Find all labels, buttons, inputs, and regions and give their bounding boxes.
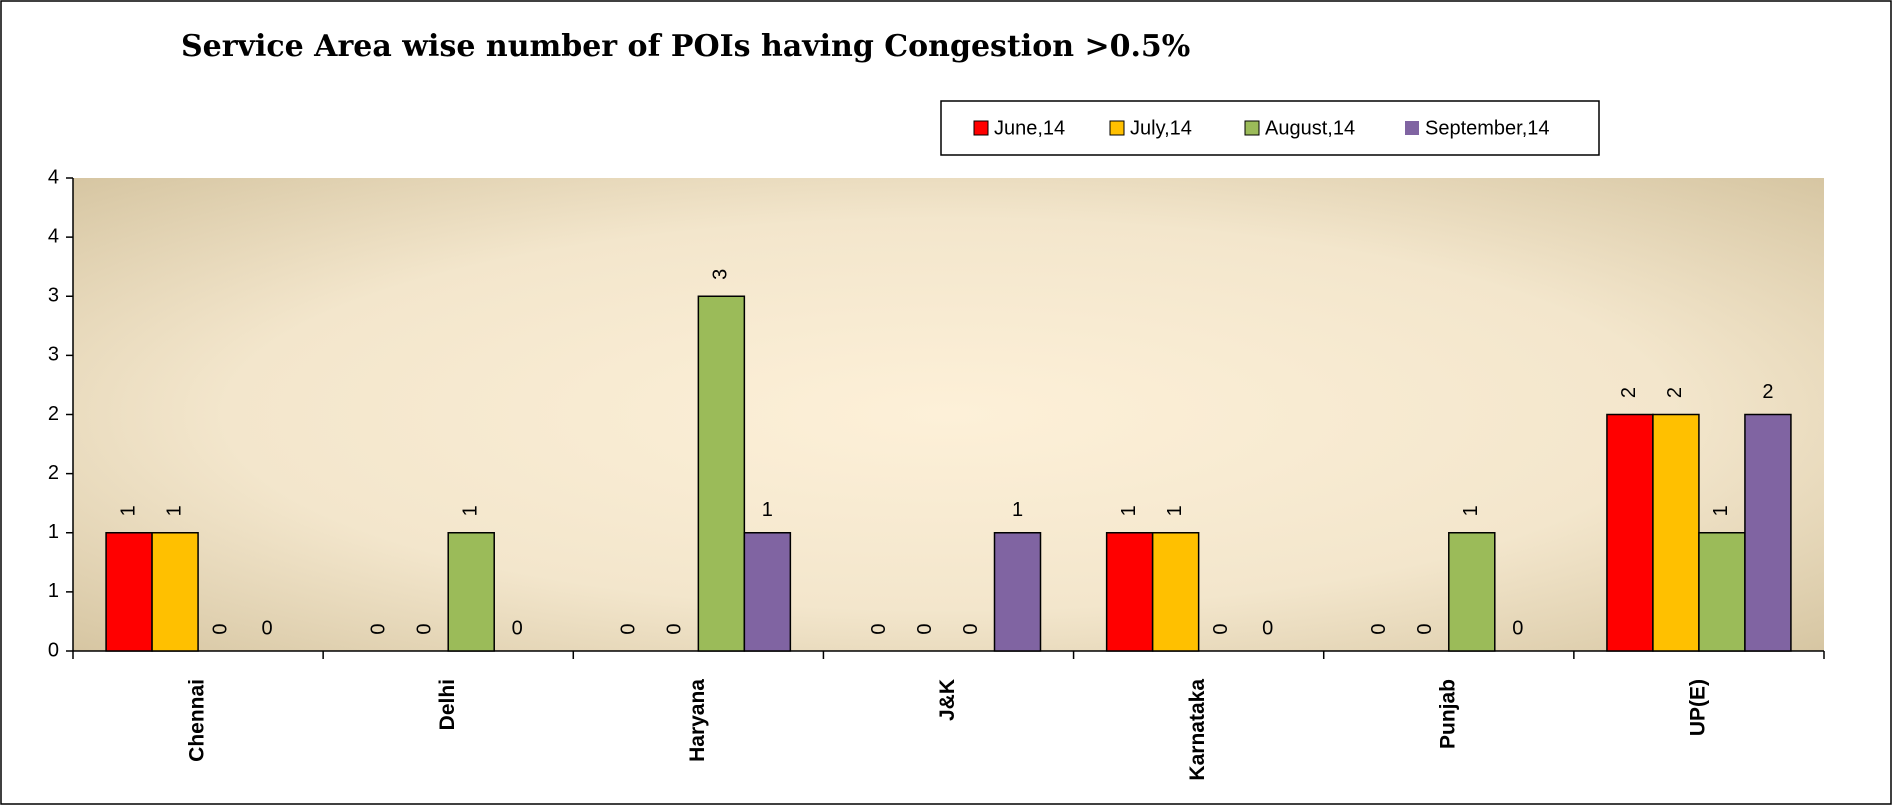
legend-label: June,14	[994, 117, 1065, 139]
x-tick-label: Karnataka	[1186, 679, 1209, 781]
data-label: 1	[1710, 505, 1732, 516]
data-label: 0	[868, 623, 890, 634]
data-label: 0	[512, 617, 523, 639]
x-tick-label: Chennai	[186, 679, 209, 762]
data-label: 0	[914, 623, 936, 634]
data-label: 0	[618, 623, 640, 634]
legend-label: September,14	[1425, 117, 1550, 139]
bar	[1448, 532, 1496, 652]
data-label: 1	[163, 505, 185, 516]
data-label: 1	[762, 499, 773, 521]
y-tick-label: 2	[48, 403, 59, 425]
y-tick-label: 4	[48, 225, 59, 247]
data-label: 2	[1762, 381, 1773, 403]
bar	[1698, 532, 1746, 652]
legend-swatch	[1244, 120, 1260, 136]
bar	[697, 295, 746, 652]
data-label: 1	[1164, 505, 1186, 516]
bar	[105, 532, 153, 652]
data-label: 0	[960, 623, 982, 634]
data-label: 0	[209, 623, 231, 634]
data-label: 2	[1618, 387, 1640, 398]
x-tick-label: UP(E)	[1686, 679, 1709, 736]
data-label: 2	[1664, 387, 1686, 398]
data-label: 0	[1512, 617, 1523, 639]
data-label: 0	[664, 623, 686, 634]
y-tick-label: 0	[48, 639, 59, 661]
legend-swatch	[1405, 121, 1419, 135]
data-label: 0	[413, 623, 435, 634]
legend-label: August,14	[1265, 117, 1355, 139]
x-tick-label: Haryana	[686, 679, 709, 762]
data-label: 1	[1460, 505, 1482, 516]
y-tick-label: 3	[48, 285, 59, 307]
data-label: 0	[367, 623, 389, 634]
data-label: 0	[262, 617, 273, 639]
legend-label: July,14	[1130, 117, 1192, 139]
data-label: 1	[1118, 505, 1140, 516]
x-tick-label: Punjab	[1436, 679, 1459, 749]
x-tick-label: J&K	[936, 679, 959, 721]
data-label: 1	[1012, 499, 1023, 521]
y-tick-label: 2	[48, 462, 59, 484]
bar	[743, 532, 792, 652]
data-label: 0	[1262, 617, 1273, 639]
legend	[940, 100, 1600, 156]
x-tick-label: Delhi	[436, 679, 459, 730]
bar	[1151, 532, 1200, 652]
y-tick-label: 3	[48, 344, 59, 366]
legend-swatch	[973, 120, 989, 136]
data-label: 0	[1210, 623, 1232, 634]
data-label: 1	[459, 505, 481, 516]
data-label: 1	[117, 505, 139, 516]
bar	[1652, 413, 1700, 652]
plot-area	[73, 178, 1824, 651]
legend-swatch	[1109, 120, 1125, 136]
data-label: 0	[1368, 623, 1390, 634]
data-label: 3	[710, 269, 732, 280]
bar	[447, 532, 495, 652]
bar	[1744, 413, 1792, 652]
y-tick-label: 1	[48, 580, 59, 602]
data-label: 0	[1414, 623, 1436, 634]
bar	[1105, 532, 1154, 652]
y-tick-label: 4	[48, 166, 59, 188]
bar	[1606, 413, 1654, 652]
bar	[993, 532, 1042, 652]
chart-title: Service Area wise number of POIs having …	[181, 29, 1190, 64]
bar	[151, 532, 199, 652]
y-tick-label: 1	[48, 521, 59, 543]
